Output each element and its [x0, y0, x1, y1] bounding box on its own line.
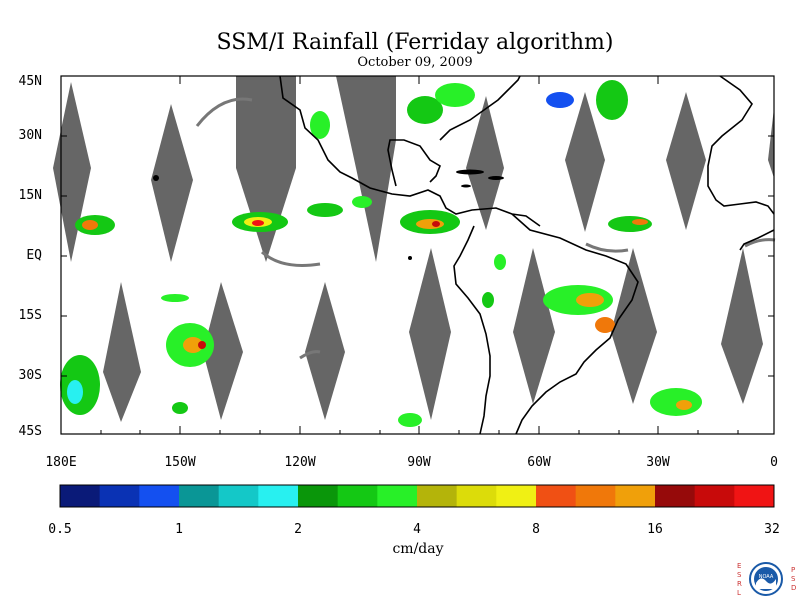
lat-label-eq: EQ: [26, 248, 42, 263]
colorbar-swatch: [694, 485, 735, 507]
swath-gaps: [53, 76, 774, 422]
colorbar-swatch: [179, 485, 220, 507]
map-title: SSM/I Rainfall (Ferriday algorithm): [216, 30, 614, 55]
colorbar-tick-label: 2: [294, 522, 302, 537]
map-date: October 09, 2009: [357, 55, 473, 70]
colorbar-swatch: [377, 485, 418, 507]
colorbar-swatch: [417, 485, 458, 507]
lon-label-30w: 30W: [646, 455, 670, 470]
colorbar-unit: cm/day: [392, 541, 444, 557]
colorbar-swatch: [456, 485, 497, 507]
lon-label-90w: 90W: [407, 455, 431, 470]
lat-label-30s: 30S: [18, 368, 42, 383]
svg-text:NOAA: NOAA: [759, 574, 774, 580]
rain-cells: [60, 80, 702, 427]
lon-label-150w: 150W: [164, 455, 196, 470]
lat-label-45n: 45N: [18, 74, 42, 89]
colorbar-tick-label: 0.5: [48, 522, 72, 537]
coastlines: [279, 75, 775, 435]
noaa-emblem-icon: NOAA: [749, 562, 783, 596]
lon-label-0: 0: [770, 455, 778, 470]
colorbar-swatch: [218, 485, 259, 507]
colorbar-tick-label: 4: [413, 522, 421, 537]
lat-label-15n: 15N: [18, 188, 42, 203]
colorbar-swatch: [734, 485, 775, 507]
colorbar-swatch: [60, 485, 101, 507]
colorbar-tick-label: 16: [647, 522, 663, 537]
colorbar-frame: [59, 484, 775, 508]
map-frame: [60, 75, 775, 435]
colorbar-swatch: [99, 485, 140, 507]
colorbar-tick-label: 1: [175, 522, 183, 537]
swath-edges: [195, 97, 776, 360]
colorbar-tick-label: 32: [764, 522, 780, 537]
axis-ticks: [61, 76, 774, 434]
colorbar-swatch: [298, 485, 339, 507]
colorbar-swatch: [575, 485, 616, 507]
lon-label-120w: 120W: [284, 455, 316, 470]
colorbar-tick-label: 8: [532, 522, 540, 537]
colorbar-swatch: [536, 485, 577, 507]
lat-label-45s: 45S: [18, 424, 42, 439]
colorbar-swatch: [655, 485, 696, 507]
colorbar-swatch: [337, 485, 378, 507]
colorbar-swatch: [139, 485, 180, 507]
lon-label-60w: 60W: [527, 455, 551, 470]
colorbar-swatch: [496, 485, 537, 507]
lon-label-180e: 180E: [45, 455, 77, 470]
lat-label-30n: 30N: [18, 128, 42, 143]
colorbar-swatch: [615, 485, 656, 507]
lat-label-15s: 15S: [18, 308, 42, 323]
colorbar: [60, 485, 775, 507]
islands: [153, 169, 504, 260]
colorbar-swatch: [258, 485, 299, 507]
